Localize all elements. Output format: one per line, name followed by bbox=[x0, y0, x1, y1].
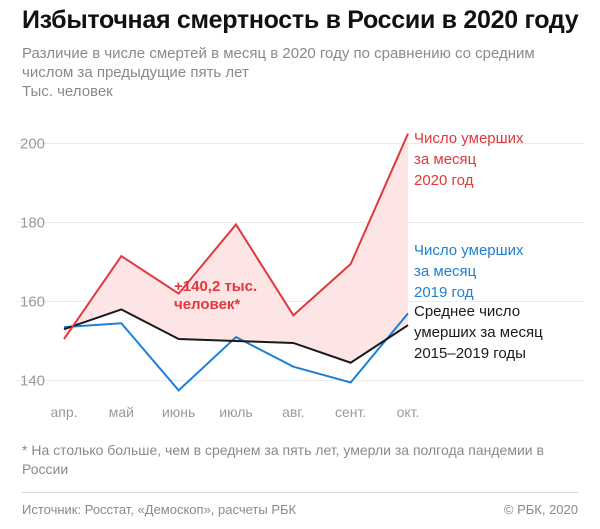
footnote: * На столько больше, чем в среднем за пя… bbox=[22, 442, 544, 477]
annotation: +140,2 тыс.человек* bbox=[174, 278, 257, 313]
series-labels: Число умерших за месяц 2020 год Число умерш… bbox=[414, 130, 543, 362]
label-average-line: умерших за месяц bbox=[414, 324, 543, 341]
x-axis: апр. май июнь июль авг. сент. окт. bbox=[50, 404, 419, 420]
label-average-line: 2015–2019 годы bbox=[414, 345, 526, 362]
label-2019-line: за месяц bbox=[414, 263, 477, 280]
y-tick-label: 160 bbox=[20, 294, 45, 311]
y-tick-label: 180 bbox=[20, 215, 45, 232]
x-tick-label: апр. bbox=[50, 404, 77, 420]
label-2019-line: Число умерших bbox=[414, 242, 524, 259]
excess-fill-area bbox=[64, 133, 408, 363]
line-average bbox=[63, 308, 409, 364]
label-average-line: Среднее число bbox=[414, 303, 520, 320]
series-lines bbox=[63, 133, 409, 392]
footer-divider bbox=[22, 492, 578, 493]
annotation-text: человек* bbox=[174, 296, 240, 313]
source-text: Источник: Росстат, «Демоскоп», расчеты Р… bbox=[22, 502, 297, 517]
line-2019 bbox=[63, 312, 409, 392]
chart-title: Избыточная смертность в России в 2020 го… bbox=[22, 6, 579, 34]
y-axis: 140 160 180 200 bbox=[20, 136, 45, 390]
annotation-text: +140,2 тыс. bbox=[174, 278, 257, 295]
label-2020-line: 2020 год bbox=[414, 172, 474, 189]
x-tick-label: окт. bbox=[397, 404, 420, 420]
line-chart: 140 160 180 200 апр. май июнь июль авг. сент. окт… bbox=[16, 130, 584, 420]
y-tick-label: 140 bbox=[20, 373, 45, 390]
label-2020-line: за месяц bbox=[414, 151, 477, 168]
x-tick-label: сент. bbox=[335, 404, 366, 420]
y-tick-label: 200 bbox=[20, 136, 45, 153]
units-label: Тыс. человек bbox=[22, 83, 113, 100]
label-2019-line: 2019 год bbox=[414, 284, 474, 301]
chart-subtitle: Различие в числе смертей в месяц в 2020 … bbox=[22, 45, 535, 81]
x-tick-label: авг. bbox=[282, 404, 305, 420]
x-tick-label: июнь bbox=[162, 404, 195, 420]
label-2020-line: Число умерших bbox=[414, 130, 524, 147]
line-2020 bbox=[63, 133, 409, 340]
copyright-text: © РБК, 2020 bbox=[503, 502, 578, 517]
excess-area bbox=[64, 133, 408, 363]
x-tick-label: май bbox=[109, 404, 134, 420]
x-tick-label: июль bbox=[219, 404, 252, 420]
